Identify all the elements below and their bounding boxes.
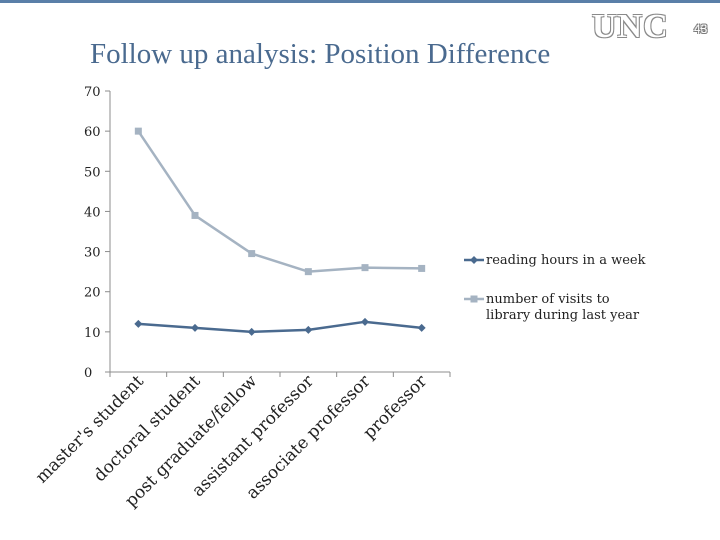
x-category-label: master's student (32, 371, 148, 487)
unc-logo: UNC (592, 8, 669, 45)
y-tick-label: 40 (84, 205, 101, 220)
data-point (191, 211, 199, 219)
legend-swatch-marker (470, 295, 478, 303)
data-point (248, 250, 256, 258)
data-point (361, 317, 369, 326)
y-tick-label: 0 (84, 366, 92, 381)
y-tick-label: 50 (84, 165, 101, 180)
data-point (247, 327, 256, 336)
data-point (191, 323, 199, 332)
y-tick-label: 20 (84, 286, 101, 301)
top-accent-bar (0, 0, 720, 3)
series-line (138, 320, 422, 334)
data-point (304, 325, 313, 334)
data-point (304, 268, 312, 276)
series-line (137, 130, 422, 273)
legend-label: number of visits to library during last y… (486, 292, 640, 323)
legend-swatch-marker (470, 256, 478, 264)
data-point (134, 319, 143, 328)
data-point (418, 264, 426, 272)
data-point (417, 323, 426, 332)
legend-label: reading hours in a week (486, 253, 646, 268)
data-point (134, 127, 142, 135)
slide-title: Follow up analysis: Position Difference (90, 38, 551, 70)
y-tick-label: 30 (84, 246, 101, 261)
data-point (361, 264, 369, 272)
y-tick-label: 60 (84, 125, 101, 140)
slide-number: 43 (694, 22, 708, 36)
y-tick-label: 10 (84, 326, 101, 341)
x-category-label: doctoral student (90, 371, 205, 486)
y-tick-label: 70 (84, 85, 101, 100)
